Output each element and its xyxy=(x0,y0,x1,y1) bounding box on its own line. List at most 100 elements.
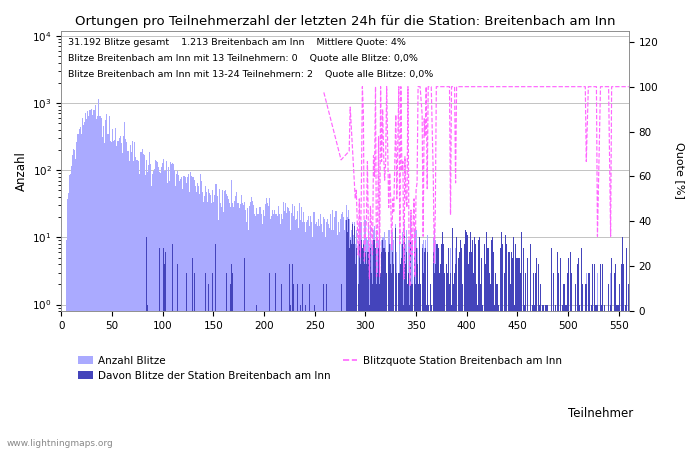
Bar xyxy=(461,248,462,450)
Bar xyxy=(378,248,379,450)
Bar xyxy=(366,238,367,450)
Bar xyxy=(346,217,348,450)
Bar xyxy=(520,273,521,450)
Bar xyxy=(353,234,354,450)
Bar xyxy=(160,173,161,450)
Bar xyxy=(484,244,486,450)
Bar xyxy=(240,204,241,450)
Bar xyxy=(438,248,439,450)
Bar xyxy=(442,232,443,450)
Bar xyxy=(186,177,188,450)
Bar xyxy=(154,168,155,450)
Bar xyxy=(371,273,372,450)
Bar xyxy=(91,109,92,450)
Bar xyxy=(374,225,375,450)
Bar xyxy=(137,160,138,450)
Bar xyxy=(446,264,447,450)
Bar xyxy=(582,284,583,450)
Bar xyxy=(172,163,174,450)
Bar xyxy=(227,196,228,450)
Bar xyxy=(459,252,460,450)
Bar xyxy=(156,161,157,450)
Bar xyxy=(468,264,469,450)
Bar xyxy=(284,211,285,450)
Bar xyxy=(458,257,459,450)
Bar xyxy=(543,305,544,450)
Bar xyxy=(194,273,195,450)
Bar xyxy=(337,222,339,450)
Bar xyxy=(218,220,219,450)
Bar xyxy=(185,177,186,450)
Bar xyxy=(371,244,372,450)
Bar xyxy=(132,141,133,450)
Bar xyxy=(258,214,260,450)
Bar xyxy=(484,244,486,450)
Bar xyxy=(495,273,496,450)
Bar xyxy=(326,222,328,450)
Bar xyxy=(367,240,368,450)
Bar xyxy=(235,196,236,450)
Bar xyxy=(219,189,220,450)
Bar xyxy=(443,244,444,450)
Bar xyxy=(546,305,547,450)
Bar xyxy=(376,284,377,450)
Bar xyxy=(131,152,132,450)
Bar xyxy=(136,160,137,450)
Bar xyxy=(516,257,517,450)
Bar xyxy=(596,305,597,450)
Bar xyxy=(117,141,118,450)
Bar xyxy=(382,240,383,450)
Bar xyxy=(265,198,267,450)
Bar xyxy=(480,284,482,450)
Bar xyxy=(434,273,435,450)
Bar xyxy=(233,207,235,450)
Bar xyxy=(505,244,507,450)
Bar xyxy=(440,264,441,450)
Bar xyxy=(502,244,503,450)
Bar xyxy=(478,240,480,450)
Bar xyxy=(262,210,263,450)
Bar xyxy=(164,171,165,450)
Bar xyxy=(84,122,85,450)
Bar xyxy=(447,273,448,450)
Bar xyxy=(393,264,394,450)
Bar xyxy=(584,284,586,450)
Bar xyxy=(610,305,611,450)
Bar xyxy=(579,305,580,450)
Bar xyxy=(504,273,505,450)
Bar xyxy=(536,257,537,450)
Bar xyxy=(140,153,141,450)
Bar xyxy=(289,211,290,450)
Bar xyxy=(518,257,519,450)
Bar xyxy=(405,264,407,450)
Bar xyxy=(373,230,374,450)
Bar xyxy=(542,305,543,450)
Bar xyxy=(169,181,170,450)
Bar xyxy=(267,207,269,450)
Bar xyxy=(425,240,426,450)
Bar xyxy=(615,264,616,450)
Bar xyxy=(276,216,278,450)
Bar xyxy=(563,305,564,450)
Bar xyxy=(588,273,589,450)
Bar xyxy=(220,203,221,450)
Bar xyxy=(364,220,365,450)
Bar xyxy=(181,177,183,450)
Bar xyxy=(451,305,452,450)
Bar xyxy=(102,137,104,450)
Bar xyxy=(306,222,307,450)
Bar xyxy=(614,273,615,450)
Bar xyxy=(292,204,293,450)
Bar xyxy=(194,180,195,450)
Bar xyxy=(226,194,227,450)
Bar xyxy=(212,273,213,450)
Bar xyxy=(365,252,366,450)
Bar xyxy=(128,151,129,450)
Bar xyxy=(368,222,369,450)
Bar xyxy=(151,186,152,450)
Bar xyxy=(426,305,427,450)
Bar xyxy=(616,305,617,450)
Bar xyxy=(323,217,324,450)
Bar xyxy=(539,305,540,450)
Bar xyxy=(602,264,603,450)
